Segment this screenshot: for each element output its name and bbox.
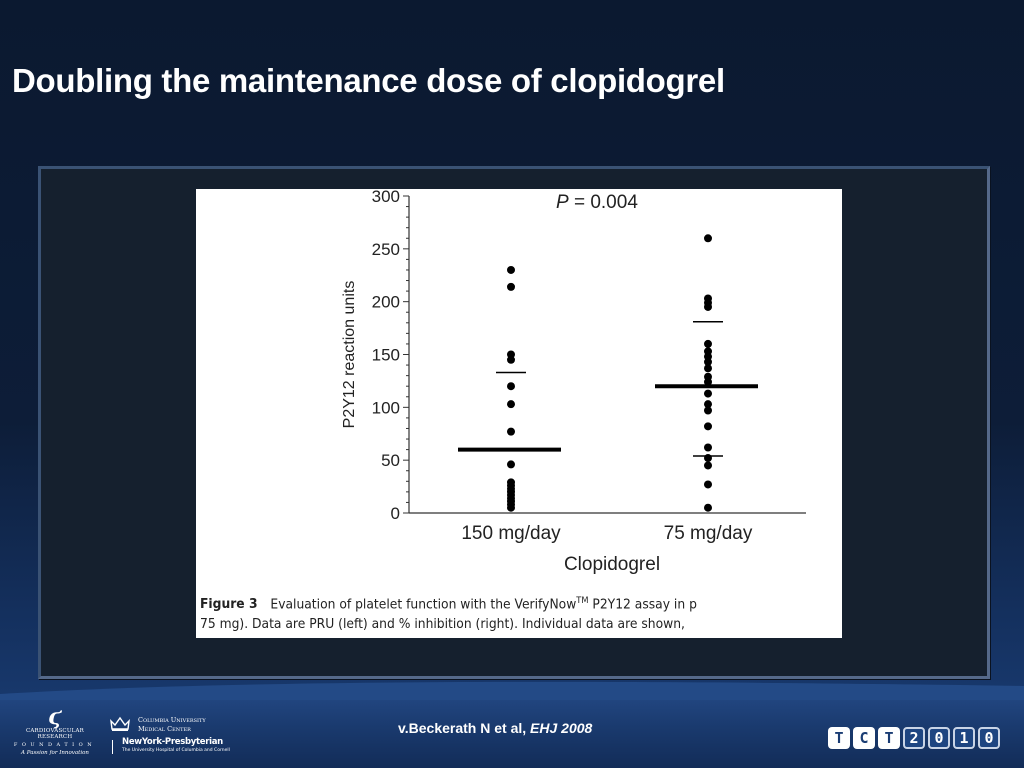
- data-point: [704, 480, 712, 489]
- data-point: [507, 265, 515, 274]
- figure-caption: Figure 3 Evaluation of platelet function …: [200, 591, 791, 635]
- y-tick-label: 250: [372, 240, 400, 259]
- tct-year-digit: 2: [903, 727, 925, 749]
- nyp-mark-icon: [112, 740, 118, 754]
- data-point: [704, 443, 712, 452]
- crf-name: CARDIOVASCULAR RESEARCH: [25, 728, 85, 740]
- tct-letter: T: [878, 727, 900, 749]
- citation: v.Beckerath N et al, EHJ 2008: [398, 720, 592, 736]
- slide-title: Doubling the maintenance dose of clopido…: [12, 62, 725, 99]
- cumc-line2: Medical Center: [138, 725, 191, 733]
- nyp-name: NewYork-Presbyterian: [122, 737, 223, 747]
- caption-tm: TM: [576, 596, 589, 606]
- data-point: [507, 282, 515, 291]
- crf-swirl-icon: ϛ: [48, 704, 62, 730]
- data-point: [704, 339, 712, 348]
- caption-line1-end: P2Y12 assay in p: [588, 597, 697, 613]
- y-tick-label: 200: [372, 293, 400, 312]
- data-point: [704, 406, 712, 415]
- data-point: [704, 364, 712, 373]
- cumc-nyp-logo: Columbia University Medical Center NewYo…: [110, 716, 260, 760]
- data-point: [704, 234, 712, 243]
- data-point: [704, 503, 712, 512]
- data-point: [704, 422, 712, 431]
- cumc-line1: Columbia University: [138, 716, 206, 724]
- tct-year-digit: 0: [978, 727, 1000, 749]
- crf-tagline: A Passion for Innovation: [21, 750, 89, 756]
- crown-icon: [110, 716, 130, 731]
- x-category-label: 75 mg/day: [664, 523, 753, 544]
- p-value-annotation: P = 0.004: [556, 192, 638, 213]
- y-tick-label: 0: [391, 504, 400, 523]
- x-category-label: 150 mg/day: [461, 523, 561, 544]
- citation-journal: EHJ 2008: [530, 720, 593, 736]
- tct-2010-logo: T C T 2 0 1 0: [828, 727, 1000, 749]
- data-point: [704, 357, 712, 366]
- data-point: [507, 460, 515, 469]
- y-tick-label: 300: [372, 189, 400, 206]
- y-tick-label: 100: [372, 398, 400, 417]
- data-point: [704, 389, 712, 398]
- tct-letter: T: [828, 727, 850, 749]
- figure-image: 0 50 100 150 200 250 300 P2Y12 reaction units P …: [196, 189, 842, 638]
- data-point: [507, 503, 515, 512]
- x-axis-label: Clopidogrel: [564, 554, 660, 575]
- caption-line2: 75 mg). Data are PRU (left) and % inhibi…: [200, 617, 685, 633]
- citation-author: v.Beckerath N et al,: [398, 720, 531, 736]
- data-point: [507, 382, 515, 391]
- data-point: [704, 400, 712, 409]
- y-tick-label: 150: [372, 346, 400, 365]
- tct-year-digit: 1: [953, 727, 975, 749]
- data-point: [507, 400, 515, 409]
- y-axis-label: P2Y12 reaction units: [341, 281, 358, 429]
- data-point: [507, 427, 515, 436]
- crf-logo: ϛ CARDIOVASCULAR RESEARCH FOUNDATION A P…: [10, 704, 100, 758]
- scatter-chart: 0 50 100 150 200 250 300 P2Y12 reaction units P …: [341, 189, 806, 575]
- caption-label: Figure 3: [200, 597, 258, 613]
- data-point: [704, 377, 712, 386]
- caption-line1: Evaluation of platelet function with the…: [270, 597, 577, 613]
- nyp-sub: The University Hospital of Columbia and …: [122, 748, 230, 753]
- data-point: [704, 302, 712, 311]
- y-tick-label: 50: [381, 451, 400, 470]
- tct-letter: C: [853, 727, 875, 749]
- tct-year-digit: 0: [928, 727, 950, 749]
- data-point: [507, 355, 515, 364]
- crf-foundation: FOUNDATION: [13, 742, 97, 748]
- data-point: [704, 461, 712, 470]
